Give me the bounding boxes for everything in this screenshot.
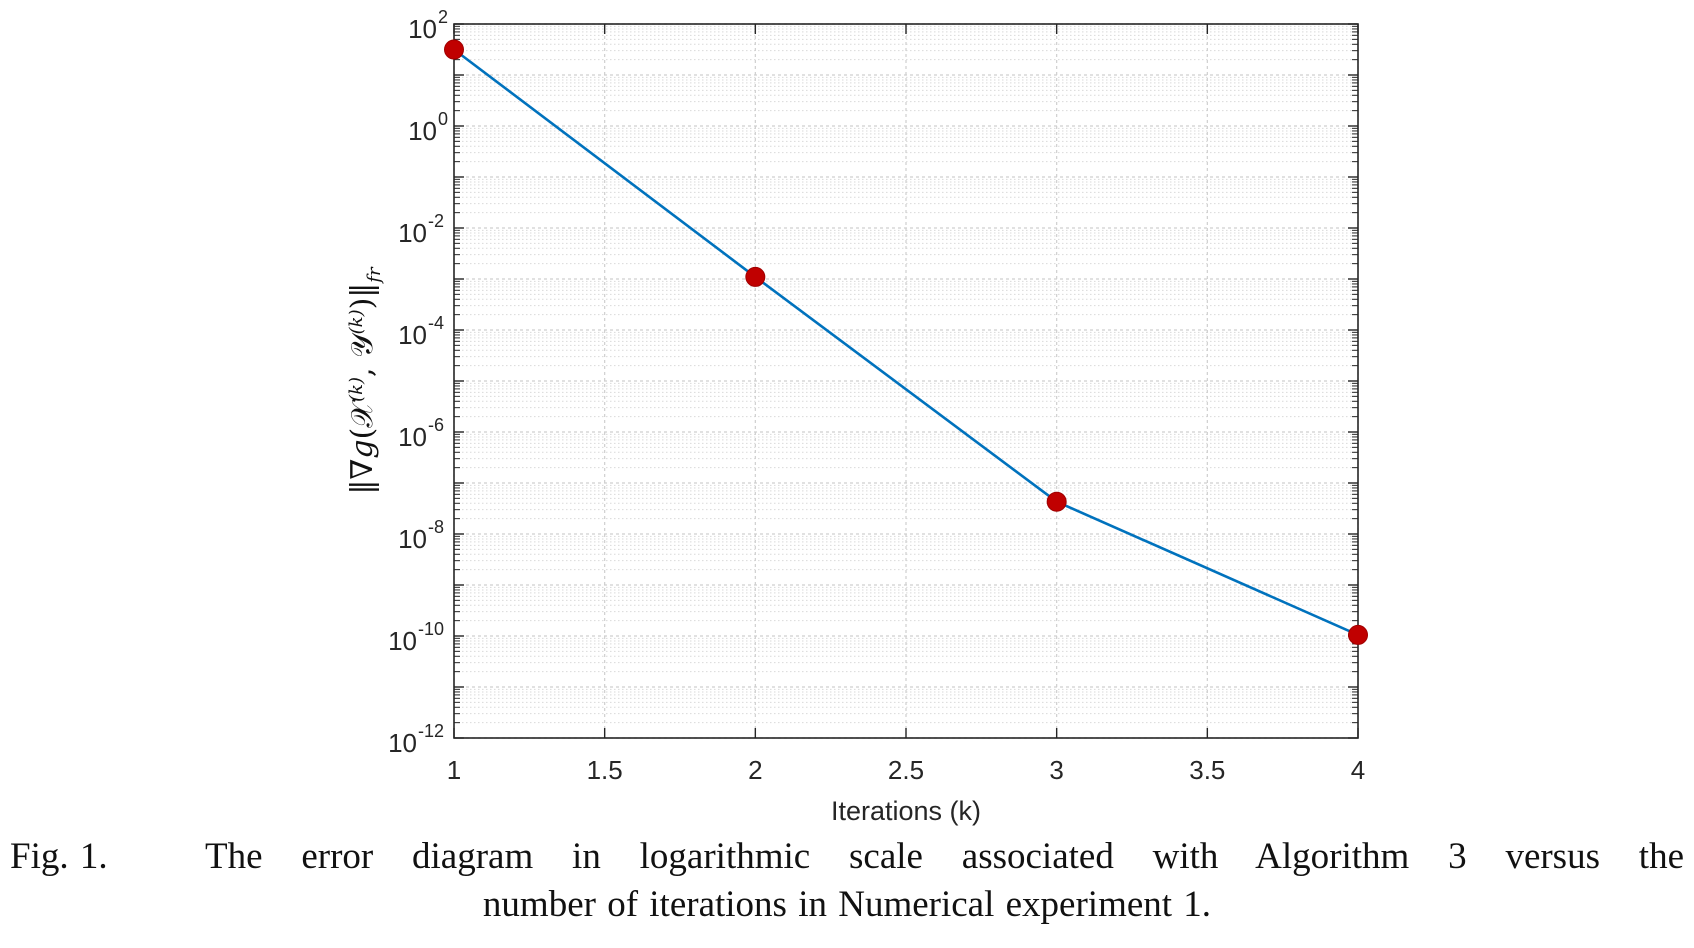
x-tick-label: 2 (748, 755, 762, 785)
y-tick-label: 10 -2 (398, 211, 444, 248)
y-tick-exponent: -6 (428, 415, 444, 435)
y-axis-label: ‖∇g(𝒳(k), 𝒴(k))‖fr (345, 266, 385, 495)
axis-ticks (453, 23, 1359, 739)
y-tick-exponent: -12 (418, 721, 444, 741)
y-tick-base: 10 (398, 524, 427, 554)
data-point (1348, 624, 1368, 645)
caption-line-1: The error diagram in logarithmic scale a… (205, 836, 1684, 877)
y-tick-label: 10 -8 (398, 517, 444, 554)
x-tick-label: 4 (1351, 755, 1365, 785)
y-tick-base: 10 (398, 422, 427, 452)
x-axis-label: Iterations (k) (831, 796, 981, 826)
y-tick-label: 10 -12 (388, 721, 444, 758)
figure-number: Fig. 1. (10, 836, 108, 877)
figure-caption: Fig. 1. The error diagram in logarithmic… (10, 833, 1684, 929)
x-tick-label: 3.5 (1189, 755, 1225, 785)
x-tick-label: 1.5 (587, 755, 623, 785)
y-tick-exponent: 0 (438, 109, 448, 129)
y-tick-label: 10 -4 (398, 313, 444, 350)
y-tick-base: 10 (398, 320, 427, 350)
y-tick-exponent: -10 (418, 619, 444, 639)
x-tick-label: 2.5 (888, 755, 924, 785)
y-tick-label: 10 2 (408, 7, 448, 44)
y-tick-exponent: -4 (428, 313, 444, 333)
y-tick-exponent: -8 (428, 517, 444, 537)
y-tick-base: 10 (388, 626, 417, 656)
chart: 1 1.5 2 2.5 3 3.5 4 10 210 010 -210 -410 -610 -810 -1… (345, 7, 1368, 826)
y-tick-base: 10 (408, 14, 437, 44)
y-axis-label-text: ‖∇g(𝒳(k), 𝒴(k))‖fr (345, 266, 385, 495)
y-tick-label: 10 -6 (398, 415, 444, 452)
y-tick-base: 10 (398, 218, 427, 248)
x-tick-labels: 1 1.5 2 2.5 3 3.5 4 (447, 755, 1365, 785)
x-tick-label: 1 (447, 755, 461, 785)
y-tick-exponent: -2 (428, 211, 444, 231)
grid (453, 23, 1359, 739)
data-point (745, 266, 766, 287)
y-tick-exponent: 2 (438, 7, 448, 27)
y-tick-base: 10 (388, 728, 417, 758)
x-tick-label: 3 (1049, 755, 1063, 785)
caption-line-2: number of iterations in Numerical experi… (482, 884, 1212, 925)
data-point (1046, 491, 1067, 512)
y-tick-base: 10 (408, 116, 437, 146)
series-line (453, 48, 1359, 637)
y-tick-label: 10 -10 (388, 619, 444, 656)
data-series (444, 39, 1368, 645)
data-point (444, 39, 464, 60)
y-tick-label: 10 0 (408, 109, 448, 146)
